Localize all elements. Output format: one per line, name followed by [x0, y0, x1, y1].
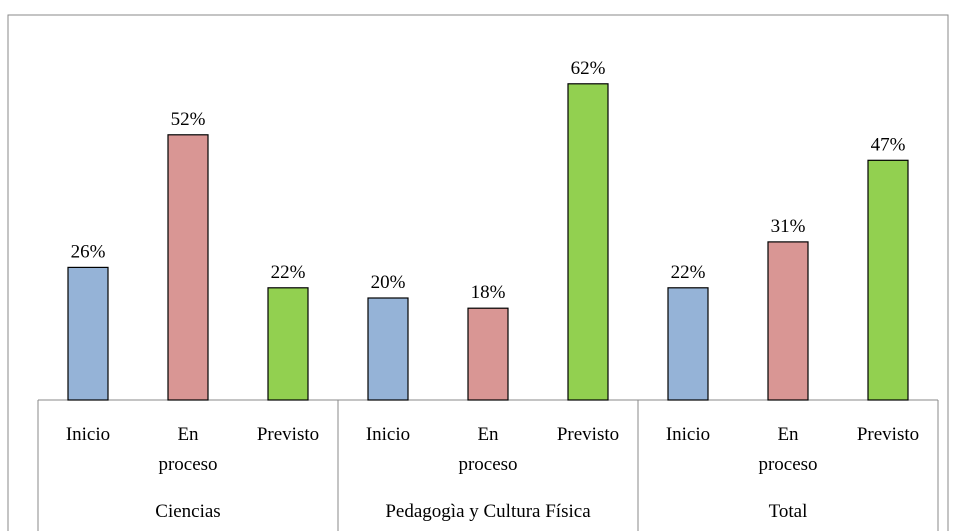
- bar: [667, 287, 709, 401]
- x-tick-label: Inicio: [65, 424, 111, 445]
- chart-frame: [7, 14, 949, 531]
- x-tick-label: Previsto: [556, 424, 620, 445]
- x-tick-label: En proceso: [458, 424, 518, 475]
- x-tick-label: En proceso: [158, 424, 218, 475]
- data-label: 22%: [271, 262, 306, 283]
- bar: [67, 266, 109, 401]
- bar: [167, 134, 209, 401]
- data-label: 62%: [571, 58, 606, 79]
- group-label: Total: [768, 501, 808, 522]
- x-tick-label: Previsto: [256, 424, 320, 445]
- data-label: 18%: [471, 282, 506, 303]
- x-tick-label: En proceso: [758, 424, 818, 475]
- bar: [367, 297, 409, 401]
- bar: [767, 241, 809, 401]
- data-label: 20%: [371, 272, 406, 293]
- data-label: 26%: [71, 241, 106, 262]
- group-label: Pedagogìa y Cultura Física: [385, 501, 591, 522]
- x-tick-label: Inicio: [365, 424, 411, 445]
- x-tick-label: Previsto: [856, 424, 920, 445]
- bar: [567, 83, 609, 401]
- x-tick-label: Inicio: [665, 424, 711, 445]
- data-label: 47%: [871, 134, 906, 155]
- bar: [267, 287, 309, 401]
- data-label: 22%: [671, 262, 706, 283]
- data-label: 31%: [771, 216, 806, 237]
- bar: [467, 307, 509, 401]
- group-label: Ciencias: [155, 501, 221, 522]
- data-label: 52%: [171, 109, 206, 130]
- bar: [867, 159, 909, 401]
